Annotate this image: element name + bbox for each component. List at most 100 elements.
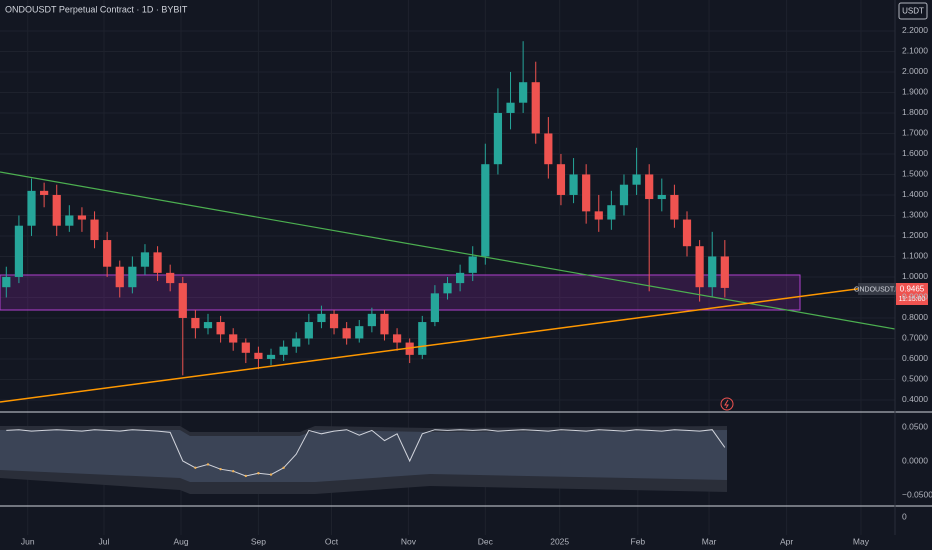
candle-body [582, 174, 591, 212]
candle-body [708, 256, 717, 288]
candle-body [317, 313, 326, 323]
y-tick-label: 0.9000 [902, 292, 928, 302]
symbol-tag-bg [858, 283, 896, 295]
y-tick-label: 2.2000 [902, 25, 928, 35]
candle-body [519, 82, 528, 103]
event-icon-bolt [724, 399, 729, 409]
indicator-tick-label: 0.0500 [902, 421, 928, 431]
candle-body [2, 276, 11, 288]
candle-body [329, 313, 339, 329]
candle-body [506, 102, 515, 113]
countdown: 11:15:00 [899, 296, 926, 303]
candle-body [619, 184, 629, 206]
x-tick-label: Nov [401, 536, 417, 546]
candle-body [682, 219, 692, 247]
currency-button[interactable] [898, 2, 928, 20]
x-tick-label: 2025 [550, 536, 569, 546]
volume-tick-label: 0 [902, 511, 907, 521]
indicator-tick-label: 0.0000 [902, 455, 928, 465]
candle-body [544, 133, 553, 165]
y-tick-label: 0.4000 [902, 394, 928, 404]
indicator-low-point [206, 463, 210, 466]
candle-body [254, 352, 263, 359]
chart-title: ONDOUSDT Perpetual Contract · 1D · BYBIT [5, 4, 188, 14]
candle-body [140, 252, 150, 267]
candle-body [266, 354, 276, 359]
indicator-low-point [257, 472, 260, 475]
y-tick-label: 1.8000 [902, 107, 928, 117]
currency-label: USDT [902, 7, 924, 16]
y-tick-label: 0.7000 [902, 333, 928, 343]
candle-body [645, 174, 654, 200]
candle-body [191, 317, 200, 329]
y-tick-label: 0.5000 [902, 374, 928, 384]
candle-body [342, 328, 351, 339]
candle-body [52, 194, 61, 226]
candle-body [166, 272, 175, 284]
candle-body [178, 283, 187, 318]
y-tick-label: 1.6000 [902, 148, 928, 158]
candle-body [556, 164, 566, 195]
candle-body [594, 211, 603, 220]
y-tick-label: 1.9000 [902, 87, 928, 97]
indicator-band [0, 430, 727, 482]
last-price: 0.9465 [900, 285, 925, 294]
candle-body [304, 322, 313, 339]
candle-body [115, 266, 124, 288]
indicator-tick-label: −0.0500 [902, 489, 932, 499]
candle-body [670, 194, 679, 220]
candle-body [443, 283, 452, 294]
candle-body [65, 215, 74, 226]
candle-body [380, 313, 389, 335]
candle-body [720, 256, 729, 288]
indicator-line [6, 429, 726, 477]
x-tick-label: Jun [21, 536, 35, 546]
y-tick-label: 2.0000 [902, 66, 928, 76]
trend-line-green [0, 171, 896, 330]
candle-body [128, 266, 137, 288]
x-tick-label: May [853, 536, 870, 546]
candle-body [27, 190, 36, 226]
y-tick-label: 1.3000 [902, 210, 928, 220]
indicator-low-point [269, 473, 273, 476]
candle-body [203, 322, 213, 329]
candle-body [430, 293, 439, 323]
candle-body [103, 240, 112, 267]
candle-body [468, 256, 477, 273]
indicator-low-point [194, 466, 197, 470]
x-tick-label: Dec [478, 536, 494, 546]
indicator-low-point [219, 467, 222, 471]
indicator-low-point [232, 470, 235, 473]
candle-body [695, 246, 704, 288]
x-tick-label: Jul [99, 536, 110, 546]
candle-body [14, 225, 24, 277]
y-tick-label: 1.0000 [902, 271, 928, 281]
x-tick-label: Apr [780, 536, 793, 546]
candle-body [367, 313, 376, 327]
candle-body [229, 334, 238, 343]
candle-body [418, 322, 427, 355]
candle-body [90, 219, 99, 241]
x-tick-label: Oct [325, 536, 339, 546]
candle-body [292, 338, 301, 347]
candle-body [531, 82, 540, 134]
support-zone [0, 274, 801, 311]
candle-body [77, 215, 87, 220]
candle-body [153, 252, 162, 273]
indicator-low-point [244, 474, 248, 478]
indicator-low-point [282, 466, 285, 470]
y-tick-label: 1.7000 [902, 128, 928, 138]
x-tick-label: Feb [631, 536, 646, 546]
y-tick-label: 1.4000 [902, 189, 928, 199]
candle-body [632, 174, 641, 185]
y-tick-label: 0.8000 [902, 312, 928, 322]
candle-body [456, 272, 465, 284]
event-icon[interactable] [720, 397, 734, 411]
candle-body [241, 342, 250, 353]
candle-body [607, 205, 616, 220]
x-tick-label: Sep [251, 536, 266, 546]
x-tick-label: Mar [702, 536, 717, 546]
y-tick-label: 1.2000 [902, 230, 928, 240]
